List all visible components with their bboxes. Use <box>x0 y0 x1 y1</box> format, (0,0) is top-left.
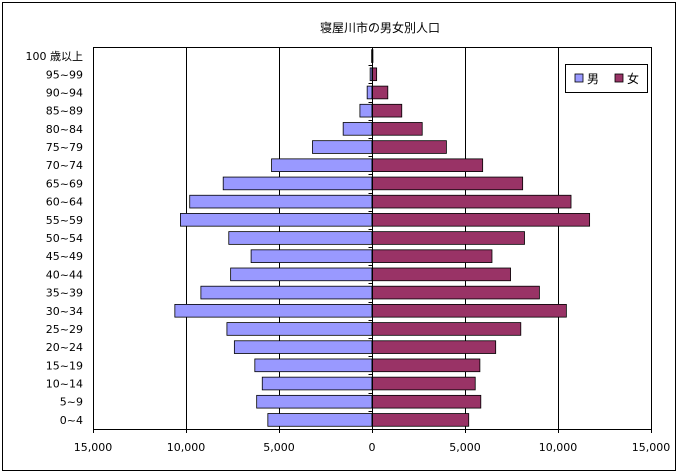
bar-male <box>256 394 373 409</box>
y-tick-label: 15~19 <box>46 359 83 372</box>
y-tick-label: 10~14 <box>46 378 83 391</box>
bar-male <box>222 176 373 191</box>
bar-female <box>371 303 567 318</box>
population-pyramid-chart: 寝屋川市の男女別人口 100 歳以上 95~99 90~94 85~89 80~84 75… <box>26 20 671 454</box>
y-tick-label: 95~99 <box>46 68 83 81</box>
bar-female <box>371 285 540 300</box>
bar-male <box>271 158 373 173</box>
bar-female <box>371 413 470 427</box>
bar-female <box>371 322 522 336</box>
legend-swatch <box>614 73 624 83</box>
y-tick-label: 90~94 <box>46 86 83 99</box>
bar-male <box>267 413 373 427</box>
axes <box>93 47 652 433</box>
bar-male <box>174 303 373 318</box>
x-tick-label: 0 <box>369 441 376 454</box>
bar-female <box>371 358 481 373</box>
y-tick-label: 60~64 <box>46 196 83 209</box>
bar-female <box>371 340 497 354</box>
bar-male <box>228 231 373 245</box>
chart-title: 寝屋川市の男女別人口 <box>320 20 440 35</box>
y-tick-label: 45~49 <box>46 250 83 263</box>
bar-male <box>359 103 373 118</box>
bar-female <box>371 140 447 154</box>
bar-female <box>371 176 524 191</box>
bar-male <box>312 140 373 154</box>
legend-label: 女 <box>627 71 639 86</box>
bar-male <box>189 194 373 209</box>
y-tick-label: 55~59 <box>46 214 83 227</box>
y-tick-label: 70~74 <box>46 159 83 172</box>
x-tick-label: 15,000 <box>632 441 671 454</box>
legend: 男女 <box>565 64 648 93</box>
legend-label: 男 <box>587 72 599 86</box>
bar-female <box>371 85 389 100</box>
x-tick-label: 10,000 <box>539 441 578 454</box>
y-tick-label: 25~29 <box>46 323 83 336</box>
x-tick-label: 5,000 <box>449 441 481 454</box>
chart-frame: 寝屋川市の男女別人口 100 歳以上 95~99 90~94 85~89 80~84 75… <box>2 2 676 471</box>
bar-male <box>261 376 373 391</box>
y-tick-label: 80~84 <box>46 123 83 136</box>
bar-female <box>371 267 511 282</box>
bar-female <box>371 122 423 136</box>
bar-male <box>250 249 373 263</box>
y-tick-label: 100 歳以上 <box>26 50 84 63</box>
bar-male <box>230 267 373 282</box>
x-axis-tick-labels: 15,000 10,000 5,000 0 5,000 10,000 15,000 <box>74 441 671 454</box>
bar-male <box>226 322 373 336</box>
y-axis-tick-labels: 100 歳以上 95~99 90~94 85~89 80~84 75~79 70~74 65~… <box>26 50 84 427</box>
bar-male <box>342 122 373 136</box>
bars <box>174 49 591 427</box>
y-tick-label: 35~39 <box>46 287 83 300</box>
bar-female <box>371 231 525 245</box>
bar-male <box>233 340 373 354</box>
bar-male <box>366 85 373 100</box>
y-tick-label: 85~89 <box>46 105 83 118</box>
y-tick-label: 40~44 <box>46 268 83 281</box>
y-tick-label: 65~69 <box>46 177 83 190</box>
bar-female <box>371 103 403 118</box>
y-tick-label: 5~9 <box>60 396 83 409</box>
y-tick-label: 20~24 <box>46 341 83 354</box>
legend-swatch <box>574 73 584 83</box>
bar-female <box>371 249 493 263</box>
x-tick-label: 10,000 <box>167 441 206 454</box>
bar-female <box>371 394 482 409</box>
y-tick-label: 50~54 <box>46 232 83 245</box>
x-tick-label: 5,000 <box>263 441 295 454</box>
bar-female <box>371 158 484 173</box>
bar-female <box>371 213 591 227</box>
bar-male <box>200 285 373 300</box>
y-tick-label: 75~79 <box>46 141 83 154</box>
x-tick-label: 15,000 <box>74 441 113 454</box>
bar-female <box>371 194 572 209</box>
y-tick-label: 0~4 <box>60 414 83 427</box>
y-tick-label: 30~34 <box>46 305 83 318</box>
bar-male <box>254 358 373 373</box>
bar-female <box>371 376 476 391</box>
bar-male <box>180 213 373 227</box>
